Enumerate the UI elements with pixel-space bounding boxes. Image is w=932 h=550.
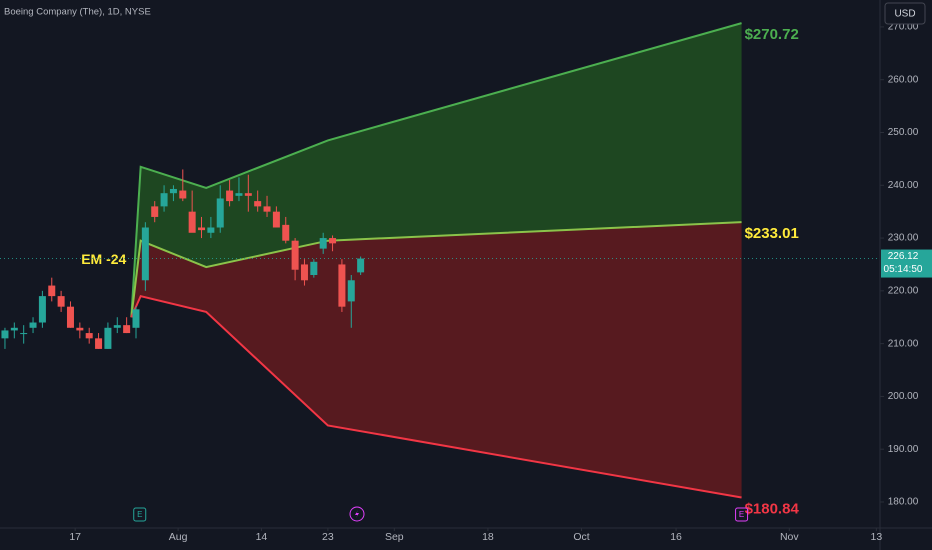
- candle-body: [254, 201, 262, 207]
- candle-body: [226, 190, 234, 202]
- earnings-label: E: [739, 510, 744, 519]
- candle-body: [104, 327, 112, 349]
- band-upper-line: [130, 22, 742, 318]
- y-tick-label: 200.00: [888, 391, 919, 402]
- dividend-icon: [349, 506, 365, 522]
- candle-body: [113, 325, 121, 328]
- band-upper-area: [131, 23, 742, 318]
- candle-body: [10, 327, 18, 331]
- x-tick-label: 18: [482, 531, 494, 543]
- candle-body: [235, 193, 243, 196]
- candle-body: [76, 327, 84, 331]
- candle-body: [216, 198, 224, 228]
- countdown-label: 05:14:50: [884, 264, 923, 275]
- candle-body: [300, 264, 308, 281]
- candle-body: [329, 238, 337, 244]
- x-tick-label: 17: [69, 531, 81, 543]
- candle-body: [207, 227, 215, 233]
- candle-body: [95, 338, 103, 349]
- y-tick-label: 250.00: [888, 127, 919, 138]
- x-tick-label: Oct: [573, 531, 589, 543]
- candle-body: [20, 333, 28, 335]
- candle-body: [198, 227, 206, 231]
- last-price-label: 226.12: [888, 251, 919, 262]
- candle-body: [244, 193, 252, 196]
- candle-body: [66, 306, 74, 328]
- candle-body: [347, 280, 355, 302]
- candle-body: [48, 285, 56, 297]
- currency-button[interactable]: [884, 2, 926, 25]
- band-lower-line: [130, 294, 742, 499]
- plot: 180.00 190.00 200.00 210.00 220.00 230.00 240.…: [0, 22, 932, 543]
- earnings-icon: [133, 507, 147, 522]
- y-tick-label: 230.00: [888, 233, 919, 244]
- chart-title: Boeing Company (The), 1D, NYSE: [4, 7, 151, 18]
- candle-body: [123, 325, 131, 334]
- candle-body: [272, 211, 280, 228]
- x-tick-label: 23: [322, 531, 334, 543]
- candle-body: [291, 240, 299, 270]
- candle-body: [1, 330, 9, 339]
- band-end-label: $180.84: [745, 501, 800, 518]
- icon-ring: [349, 506, 365, 522]
- candle-body: [169, 188, 177, 194]
- y-tick-label: 270.00: [888, 22, 919, 33]
- candle-body: [319, 238, 327, 249]
- x-tick-label: 16: [670, 531, 682, 543]
- last-price-tag: [881, 249, 932, 278]
- candle-body: [310, 261, 318, 276]
- candle-body: [188, 211, 196, 233]
- candle-body: [179, 190, 187, 199]
- x-tick-label: Nov: [780, 531, 799, 543]
- candle-body: [263, 206, 271, 212]
- candle-body: [160, 193, 168, 207]
- candle-body: [38, 296, 46, 323]
- icon-bolt: [355, 510, 359, 518]
- band-end-label: $270.72: [745, 26, 799, 43]
- band-lower-area: [131, 222, 742, 498]
- y-tick-label: 240.00: [888, 180, 919, 191]
- candle-body: [282, 224, 290, 241]
- y-tick-label: 190.00: [888, 444, 919, 455]
- x-tick-label: Aug: [169, 531, 188, 543]
- candle-body: [57, 296, 65, 307]
- band-end-label: $233.01: [745, 225, 799, 242]
- candle-body: [132, 309, 140, 328]
- y-tick-label: 220.00: [888, 285, 919, 296]
- y-tick-label: 210.00: [888, 338, 919, 349]
- candle-body: [29, 322, 37, 328]
- y-tick-label: 180.00: [888, 497, 919, 508]
- x-tick-label: 13: [871, 531, 883, 543]
- x-tick-label: Sep: [385, 531, 404, 543]
- x-tick-label: 14: [256, 531, 268, 543]
- y-tick-label: 260.00: [888, 74, 919, 85]
- currency-label: USD: [894, 9, 915, 20]
- candle-body: [85, 333, 93, 339]
- earnings-icon: [735, 507, 749, 522]
- band-label: EM -24: [81, 251, 126, 267]
- band-middle-line: [130, 221, 742, 318]
- earnings-label: E: [137, 510, 142, 519]
- candle-body: [141, 227, 149, 281]
- candle-body: [151, 206, 159, 217]
- candle-body: [357, 258, 365, 273]
- candle-body: [338, 264, 346, 307]
